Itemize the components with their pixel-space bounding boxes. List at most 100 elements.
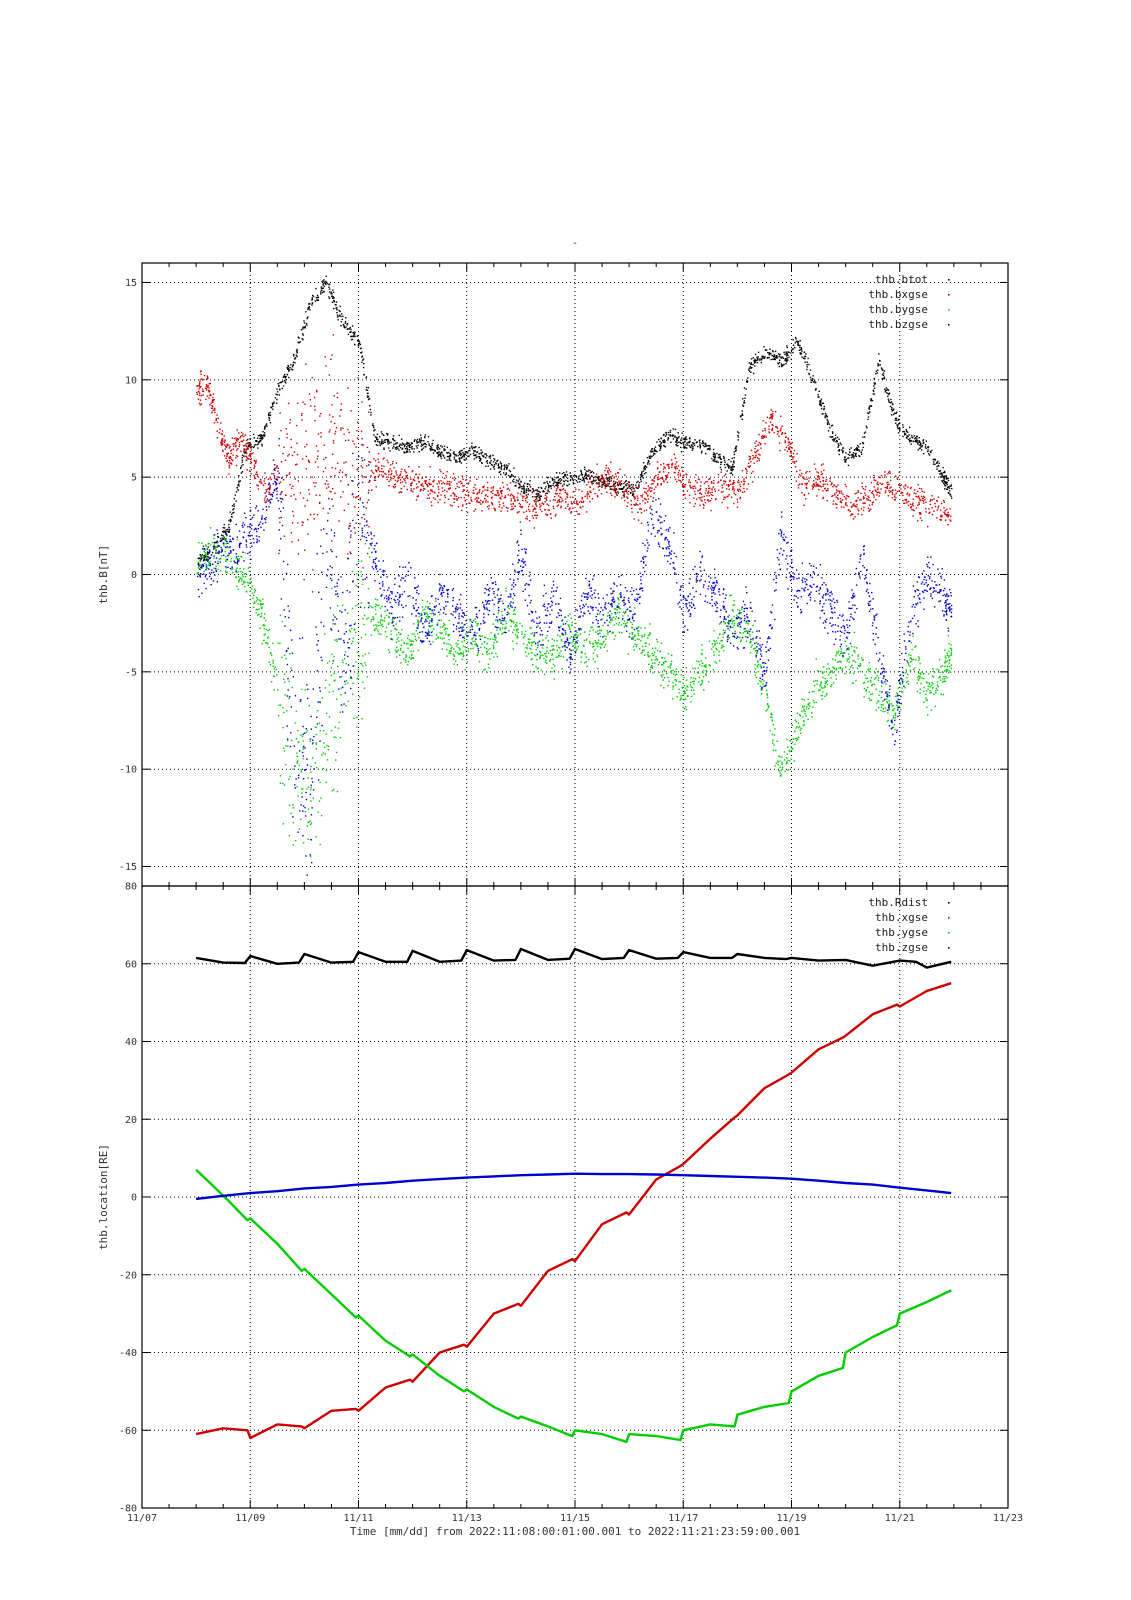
data-point bbox=[260, 480, 262, 482]
data-point bbox=[230, 462, 233, 464]
data-point bbox=[922, 497, 924, 500]
data-point bbox=[468, 455, 470, 457]
data-point bbox=[749, 465, 752, 467]
data-point bbox=[423, 487, 425, 490]
data-point bbox=[224, 527, 226, 529]
data-point bbox=[660, 477, 662, 479]
data-point bbox=[235, 576, 237, 579]
data-point bbox=[478, 446, 480, 449]
data-point bbox=[742, 404, 744, 406]
data-point bbox=[936, 499, 938, 502]
data-point bbox=[721, 501, 723, 504]
data-point bbox=[733, 488, 735, 490]
data-point bbox=[428, 482, 431, 485]
data-point bbox=[432, 480, 435, 483]
data-point bbox=[563, 483, 565, 485]
data-point bbox=[212, 396, 214, 399]
data-point bbox=[236, 558, 239, 560]
data-point bbox=[562, 488, 564, 491]
data-point bbox=[325, 712, 328, 715]
data-point bbox=[315, 743, 318, 745]
data-point bbox=[597, 477, 600, 479]
data-point bbox=[799, 483, 801, 485]
data-point bbox=[552, 507, 555, 510]
data-point bbox=[394, 439, 396, 442]
data-point bbox=[801, 492, 803, 494]
data-point bbox=[714, 453, 716, 455]
data-point bbox=[289, 366, 291, 369]
data-point bbox=[931, 495, 933, 497]
data-point bbox=[389, 638, 392, 640]
data-point bbox=[645, 493, 648, 495]
data-point bbox=[947, 515, 950, 517]
data-point bbox=[622, 482, 625, 485]
data-point bbox=[681, 432, 683, 434]
data-point bbox=[616, 472, 619, 474]
data-point bbox=[787, 438, 790, 441]
data-point bbox=[415, 445, 418, 447]
data-point bbox=[835, 507, 838, 509]
data-point bbox=[332, 442, 335, 444]
data-point bbox=[840, 443, 842, 446]
data-point bbox=[895, 419, 898, 421]
data-point bbox=[679, 446, 682, 449]
data-point bbox=[632, 487, 634, 490]
data-point bbox=[519, 493, 522, 495]
data-point bbox=[645, 491, 647, 494]
data-point bbox=[546, 496, 548, 498]
data-point bbox=[228, 530, 231, 532]
data-point bbox=[840, 501, 843, 504]
data-point bbox=[446, 446, 449, 449]
data-point bbox=[607, 470, 609, 473]
data-point bbox=[385, 626, 388, 629]
data-point bbox=[281, 656, 283, 659]
data-point bbox=[878, 491, 880, 493]
data-point bbox=[300, 329, 303, 331]
data-point bbox=[631, 491, 634, 493]
data-point bbox=[325, 733, 328, 735]
data-point bbox=[715, 461, 717, 463]
data-point bbox=[674, 428, 677, 431]
data-point bbox=[629, 492, 632, 494]
data-point bbox=[917, 520, 919, 522]
data-point bbox=[298, 764, 300, 767]
data-point bbox=[236, 585, 238, 588]
data-point bbox=[723, 475, 725, 477]
data-point bbox=[283, 750, 286, 752]
data-point bbox=[638, 485, 640, 487]
data-point bbox=[639, 476, 642, 479]
data-point bbox=[850, 447, 852, 449]
data-point bbox=[237, 570, 240, 573]
data-point bbox=[873, 387, 876, 389]
data-point bbox=[410, 478, 412, 480]
data-point bbox=[412, 640, 414, 643]
data-point bbox=[924, 444, 927, 446]
data-point bbox=[227, 452, 230, 454]
data-point bbox=[868, 510, 870, 512]
data-point bbox=[376, 440, 379, 443]
data-point bbox=[503, 464, 506, 466]
data-point bbox=[931, 513, 934, 516]
data-point bbox=[705, 444, 708, 447]
panel-1: -15-10-5051015thb.B[nT]thb.btotthb.bxgse… bbox=[97, 262, 1009, 887]
data-point bbox=[640, 522, 643, 524]
data-point bbox=[486, 505, 489, 508]
data-point bbox=[450, 459, 452, 462]
data-point bbox=[399, 633, 401, 636]
data-point bbox=[856, 506, 858, 508]
data-point bbox=[443, 482, 446, 485]
data-point bbox=[270, 478, 272, 481]
data-point bbox=[237, 555, 240, 557]
data-point bbox=[420, 449, 423, 451]
data-point bbox=[361, 717, 363, 720]
data-point bbox=[356, 437, 359, 439]
data-point bbox=[845, 498, 848, 500]
data-point bbox=[686, 490, 689, 492]
data-point bbox=[274, 467, 276, 470]
data-point bbox=[750, 362, 752, 364]
data-point bbox=[356, 458, 358, 461]
data-point bbox=[499, 497, 501, 500]
data-point bbox=[259, 616, 262, 618]
data-point bbox=[916, 440, 918, 443]
data-point bbox=[338, 471, 341, 474]
